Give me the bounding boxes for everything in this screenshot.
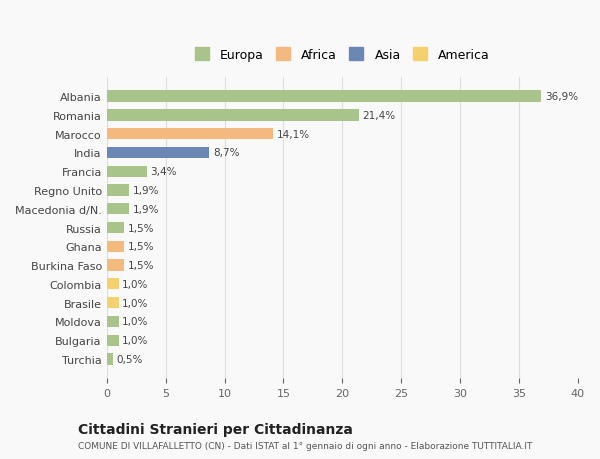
Text: COMUNE DI VILLAFALLETTO (CN) - Dati ISTAT al 1° gennaio di ogni anno - Elaborazi: COMUNE DI VILLAFALLETTO (CN) - Dati ISTA… bbox=[78, 441, 532, 450]
Bar bbox=[107, 147, 209, 159]
Bar bbox=[107, 166, 147, 178]
Text: 1,5%: 1,5% bbox=[128, 261, 154, 270]
Text: 1,0%: 1,0% bbox=[122, 298, 148, 308]
Text: 14,1%: 14,1% bbox=[277, 129, 310, 140]
Bar bbox=[107, 353, 113, 365]
Text: 1,9%: 1,9% bbox=[133, 185, 159, 196]
Text: 1,5%: 1,5% bbox=[128, 242, 154, 252]
Bar bbox=[107, 204, 129, 215]
Bar bbox=[107, 279, 119, 290]
Bar bbox=[107, 185, 129, 196]
Bar bbox=[107, 297, 119, 308]
Text: 8,7%: 8,7% bbox=[213, 148, 239, 158]
Bar bbox=[107, 223, 124, 234]
Text: 1,9%: 1,9% bbox=[133, 204, 159, 214]
Text: 21,4%: 21,4% bbox=[362, 111, 395, 121]
Text: 1,5%: 1,5% bbox=[128, 223, 154, 233]
Text: 1,0%: 1,0% bbox=[122, 279, 148, 289]
Text: 1,0%: 1,0% bbox=[122, 317, 148, 327]
Bar bbox=[107, 110, 359, 121]
Text: 0,5%: 0,5% bbox=[116, 354, 143, 364]
Text: 3,4%: 3,4% bbox=[151, 167, 177, 177]
Bar bbox=[107, 241, 124, 252]
Bar bbox=[107, 260, 124, 271]
Bar bbox=[107, 91, 541, 102]
Text: 1,0%: 1,0% bbox=[122, 336, 148, 346]
Bar bbox=[107, 129, 273, 140]
Legend: Europa, Africa, Asia, America: Europa, Africa, Asia, America bbox=[191, 45, 494, 66]
Text: Cittadini Stranieri per Cittadinanza: Cittadini Stranieri per Cittadinanza bbox=[78, 422, 353, 436]
Bar bbox=[107, 335, 119, 346]
Bar bbox=[107, 316, 119, 327]
Text: 36,9%: 36,9% bbox=[545, 92, 578, 102]
